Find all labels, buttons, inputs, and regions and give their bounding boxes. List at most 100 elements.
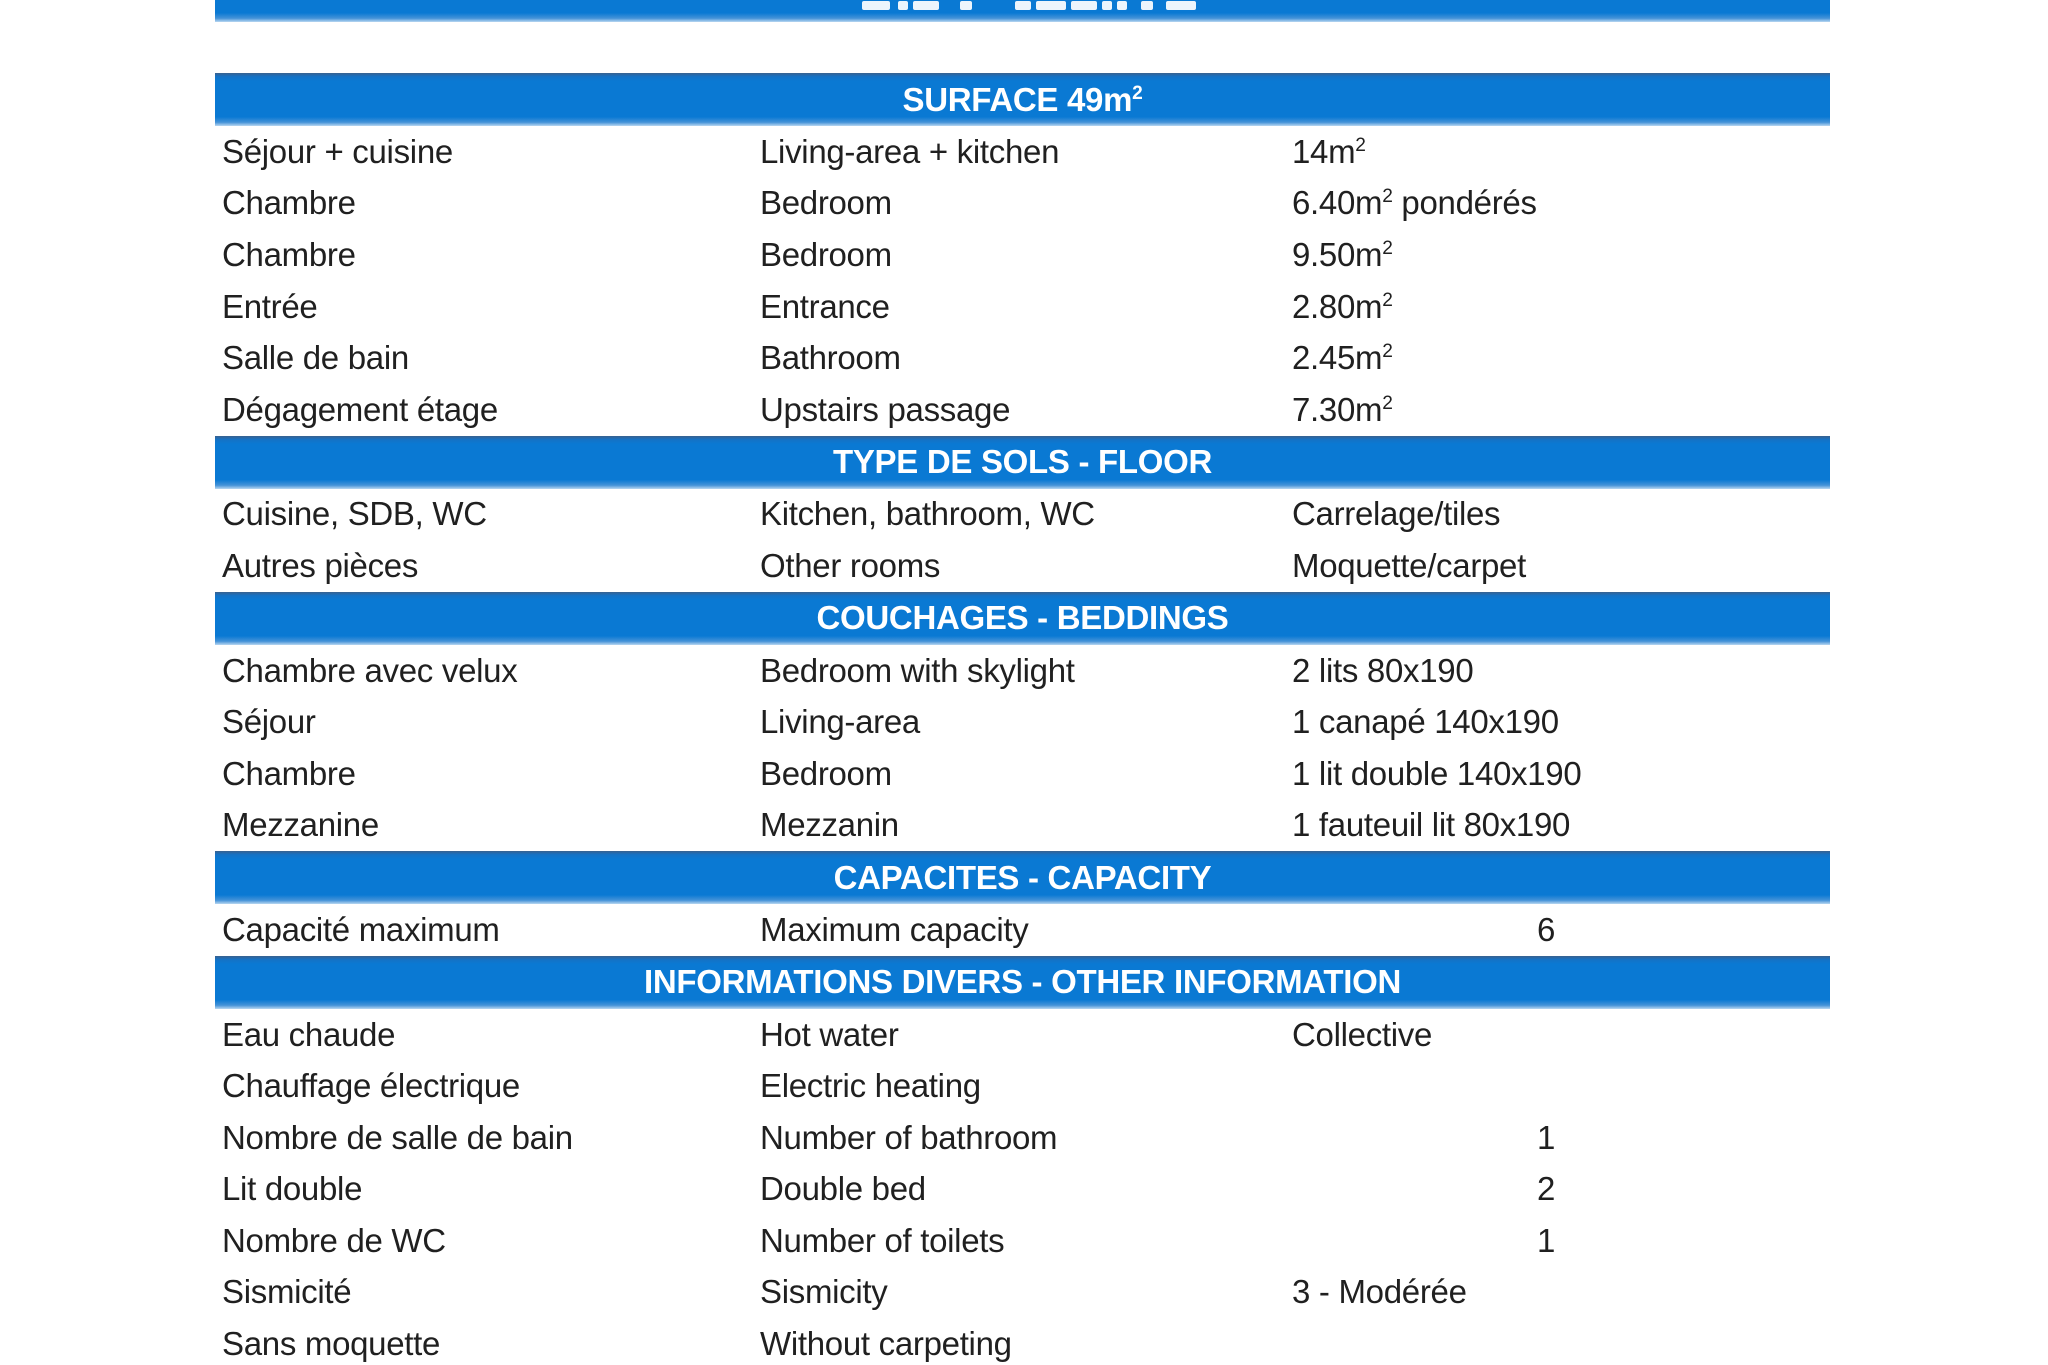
cell-label-fr: Capacité maximum [222,910,500,948]
cell-value: 7.30m2 [1292,390,1393,428]
clipped-title-fragment [1117,1,1127,10]
cell-value: 1 fauteuil lit 80x190 [1292,806,1571,844]
table-row: Mezzanine Mezzanin 1 fauteuil lit 80x190 [215,800,1830,852]
table-row: Chauffage électrique Electric heating [215,1060,1830,1112]
cell-label-fr: Sans moquette [222,1325,441,1363]
cell-value: 1 lit double 140x190 [1292,754,1582,792]
section-title: CAPACITES - CAPACITY [833,858,1212,896]
cell-value: Moquette/carpet [1292,546,1526,584]
table-row: Autres pièces Other rooms Moquette/carpet [215,540,1830,592]
cell-label-en: Kitchen, bathroom, WC [760,495,1095,533]
cell-value: 1 [1536,1221,1556,1259]
clipped-title-fragment [1071,1,1097,10]
cell-label-en: Living-area [760,703,920,741]
sections: SURFACE 49m2 Séjour + cuisine Living-area … [215,0,1830,1365]
section-header: COUCHAGES - BEDDINGS [215,591,1830,645]
cell-label-en: Bedroom with skylight [760,651,1075,689]
cell-value: 6.40m2 pondérés [1292,184,1537,222]
cell-label-fr: Mezzanine [222,806,379,844]
table-row: Lit double Double bed 2 [215,1164,1830,1216]
section-header: INFORMATIONS DIVERS - OTHER INFORMATION [215,955,1830,1009]
cell-label-en: Maximum capacity [760,910,1029,948]
cell-label-en: Electric heating [760,1067,981,1105]
cell-value: 2.80m2 [1292,287,1393,325]
cell-label-fr: Chauffage électrique [222,1067,520,1105]
cell-label-en: Upstairs passage [760,390,1011,428]
clipped-title-fragment [898,1,908,10]
cell-label-fr: Entrée [222,287,318,325]
table-row: Chambre Bedroom 1 lit double 140x190 [215,748,1830,800]
cell-label-fr: Séjour [222,703,316,741]
table-row: Entrée Entrance 2.80m2 [215,281,1830,333]
clipped-title-fragment [1015,1,1031,10]
cell-value: 1 [1536,1118,1556,1156]
clipped-title-fragment [1036,1,1066,10]
section-title: SURFACE 49m2 [902,80,1143,118]
cell-label-fr: Chambre [222,754,356,792]
clipped-top-banner [215,0,1830,22]
cell-label-fr: Sismicité [222,1273,352,1311]
section-header: TYPE DE SOLS - FLOOR [215,435,1830,489]
table-row: Chambre Bedroom 9.50m2 [215,229,1830,281]
cell-label-fr: Nombre de WC [222,1221,446,1259]
cell-label-en: Hot water [760,1015,899,1053]
table-row: Sismicité Sismicity 3 - Modérée [215,1267,1830,1319]
table-row: Séjour + cuisine Living-area + kitchen 14m… [215,126,1830,178]
cell-label-en: Without carpeting [760,1325,1012,1363]
cell-label-fr: Cuisine, SDB, WC [222,495,487,533]
table-row: Eau chaude Hot water Collective [215,1009,1830,1061]
clipped-title-fragment [862,1,890,10]
section-header: CAPACITES - CAPACITY [215,851,1830,905]
cell-label-en: Bedroom [760,184,892,222]
cell-label-en: Double bed [760,1170,926,1208]
cell-label-en: Bathroom [760,339,901,377]
cell-value: 9.50m2 [1292,235,1393,273]
cell-label-en: Entrance [760,287,890,325]
cell-value: 2.45m2 [1292,339,1393,377]
table-row: Chambre Bedroom 6.40m2 pondérés [215,178,1830,230]
cell-label-fr: Autres pièces [222,546,419,584]
table-row: Nombre de WC Number of toilets 1 [215,1215,1830,1267]
cell-value: Collective [1292,1015,1433,1053]
table-row: Salle de bain Bathroom 2.45m2 [215,332,1830,384]
table-row: Cuisine, SDB, WC Kitchen, bathroom, WC Car… [215,489,1830,541]
cell-label-fr: Séjour + cuisine [222,132,453,170]
cell-value: 2 lits 80x190 [1292,651,1474,689]
clipped-title-fragment [1141,1,1153,10]
cell-value: 2 [1536,1170,1556,1208]
table-row: Séjour Living-area 1 canapé 140x190 [215,696,1830,748]
clipped-title-fragment [1102,1,1112,10]
cell-label-en: Mezzanin [760,806,899,844]
clipped-title-fragment [1166,1,1196,10]
table-row: Dégagement étage Upstairs passage 7.30m2 [215,384,1830,436]
cell-label-en: Other rooms [760,546,941,584]
table-row: Sans moquette Without carpeting [215,1318,1830,1365]
clipped-title-fragment [913,1,939,10]
clipped-title-fragment [960,1,972,10]
section-title: TYPE DE SOLS - FLOOR [832,443,1213,481]
cell-label-en: Sismicity [760,1273,888,1311]
cell-label-fr: Chambre avec velux [222,651,518,689]
section-title: COUCHAGES - BEDDINGS [816,599,1229,637]
cell-label-fr: Lit double [222,1170,363,1208]
cell-value: Carrelage/tiles [1292,495,1501,533]
cell-label-fr: Chambre [222,184,356,222]
cell-label-en: Bedroom [760,235,892,273]
sheet-content: SURFACE 49m2 Séjour + cuisine Living-area … [215,0,1830,1365]
cell-value: 6 [1536,910,1556,948]
table-row: Nombre de salle de bain Number of bathroo… [215,1112,1830,1164]
cell-value: 1 canapé 140x190 [1292,703,1559,741]
table-row: Chambre avec velux Bedroom with skylight 2… [215,645,1830,697]
section-title: INFORMATIONS DIVERS - OTHER INFORMATION [643,963,1402,1001]
cell-label-en: Bedroom [760,754,892,792]
cell-label-fr: Eau chaude [222,1015,396,1053]
cell-label-fr: Nombre de salle de bain [222,1118,573,1156]
section-header: SURFACE 49m2 [215,73,1830,126]
cell-label-fr: Chambre [222,235,356,273]
cell-label-en: Living-area + kitchen [760,132,1060,170]
cell-label-en: Number of bathroom [760,1118,1058,1156]
table-row: Capacité maximum Maximum capacity 6 [215,904,1830,956]
cell-label-en: Number of toilets [760,1221,1005,1259]
cell-label-fr: Dégagement étage [222,390,498,428]
